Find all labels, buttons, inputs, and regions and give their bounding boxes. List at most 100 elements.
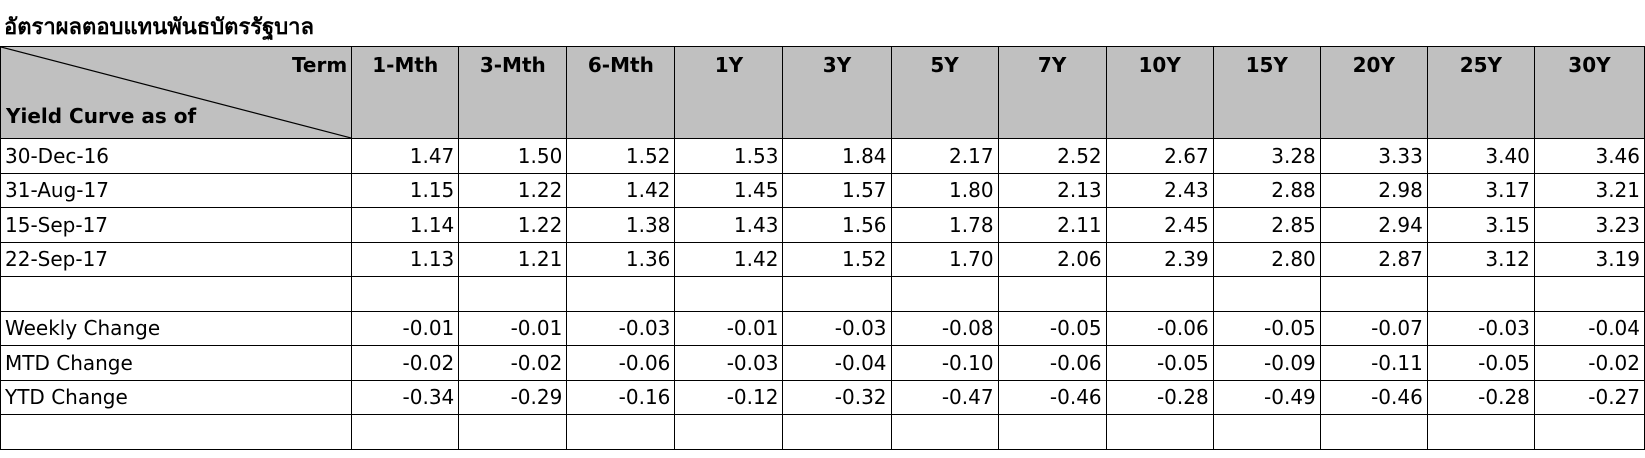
yield-cell: [351, 414, 460, 450]
yield-cell: -0.10: [890, 345, 999, 381]
yield-cell: 2.87: [1319, 241, 1428, 277]
row-label: 31-Aug-17: [0, 172, 353, 208]
yield-cell: 3.19: [1533, 241, 1645, 277]
yield-cell: [674, 414, 784, 450]
yield-cell: 3.33: [1319, 138, 1428, 174]
yield-cell: -0.04: [1533, 310, 1645, 346]
yield-curve-table: Term Yield Curve as of 1-Mth 3-Mth 6-Mth…: [0, 46, 1645, 450]
column-header: 20Y: [1319, 46, 1428, 139]
yield-cell: 1.36: [566, 241, 676, 277]
yield-cell: -0.08: [890, 310, 999, 346]
column-header: 3Y: [782, 46, 892, 139]
yield-cell: -0.34: [351, 379, 460, 415]
yield-cell: -0.29: [458, 379, 568, 415]
row-label: 15-Sep-17: [0, 207, 353, 243]
yield-cell: -0.07: [1319, 310, 1428, 346]
yield-cell: 3.28: [1212, 138, 1321, 174]
yield-cell: 1.45: [674, 172, 784, 208]
row-label: [0, 414, 353, 450]
yield-cell: 1.57: [782, 172, 892, 208]
yield-cell: 3.23: [1533, 207, 1645, 243]
yield-cell: 2.13: [997, 172, 1107, 208]
yield-cell: [782, 276, 892, 312]
yield-cell: 1.53: [674, 138, 784, 174]
yield-cell: -0.05: [1426, 345, 1535, 381]
yield-cell: 3.46: [1533, 138, 1645, 174]
yield-cell: [1319, 414, 1428, 450]
yield-cell: -0.03: [782, 310, 892, 346]
yield-cell: 2.85: [1212, 207, 1321, 243]
table-row: [0, 276, 1645, 312]
yield-cell: 1.13: [351, 241, 460, 277]
table-row: MTD Change -0.02 -0.02 -0.06 -0.03 -0.04 -0.10…: [0, 345, 1645, 381]
yield-cell: 1.52: [782, 241, 892, 277]
yield-cell: -0.49: [1212, 379, 1321, 415]
yield-cell: [782, 414, 892, 450]
table-row: 15-Sep-17 1.14 1.22 1.38 1.43 1.56 1.78 2.11 2.4…: [0, 207, 1645, 243]
table-body: 30-Dec-16 1.47 1.50 1.52 1.53 1.84 2.17 2.52 2.6…: [0, 138, 1645, 450]
yield-cell: 2.43: [1105, 172, 1214, 208]
row-label: YTD Change: [0, 379, 353, 415]
yield-cell: -0.01: [351, 310, 460, 346]
yield-cell: [351, 276, 460, 312]
yield-cell: 1.47: [351, 138, 460, 174]
yield-cell: 3.17: [1426, 172, 1535, 208]
row-label: Weekly Change: [0, 310, 353, 346]
table-title: อัตราผลตอบแทนพันธบัตรรัฐบาล: [4, 15, 315, 40]
yield-cell: 1.56: [782, 207, 892, 243]
yield-cell: 2.88: [1212, 172, 1321, 208]
yield-cell: [1533, 276, 1645, 312]
yield-cell: 3.12: [1426, 241, 1535, 277]
yield-cell: 1.84: [782, 138, 892, 174]
column-header: 7Y: [997, 46, 1107, 139]
yield-cell: 1.22: [458, 172, 568, 208]
yield-cell: -0.46: [1319, 379, 1428, 415]
column-header: 1Y: [674, 46, 784, 139]
yield-cell: -0.02: [351, 345, 460, 381]
yield-cell: 2.39: [1105, 241, 1214, 277]
yield-cell: 1.14: [351, 207, 460, 243]
yield-cell: [566, 414, 676, 450]
yield-cell: -0.06: [1105, 310, 1214, 346]
yield-cell: 1.43: [674, 207, 784, 243]
yield-cell: 1.21: [458, 241, 568, 277]
yield-cell: [1105, 414, 1214, 450]
yield-cell: [890, 414, 999, 450]
column-header: 25Y: [1426, 46, 1535, 139]
yield-cell: 2.52: [997, 138, 1107, 174]
yield-cell: 1.22: [458, 207, 568, 243]
column-header: 6-Mth: [566, 46, 676, 139]
yield-cell: [674, 276, 784, 312]
yield-cell: [458, 276, 568, 312]
yield-cell: -0.46: [997, 379, 1107, 415]
yield-cell: [1105, 276, 1214, 312]
yield-cell: -0.16: [566, 379, 676, 415]
yield-cell: -0.28: [1426, 379, 1535, 415]
column-header: 1-Mth: [351, 46, 460, 139]
yield-cell: -0.05: [997, 310, 1107, 346]
yield-cell: -0.03: [674, 345, 784, 381]
table-row: YTD Change -0.34 -0.29 -0.16 -0.12 -0.32 -0.47…: [0, 379, 1645, 415]
yield-cell: [1212, 276, 1321, 312]
yield-cell: 2.80: [1212, 241, 1321, 277]
table-row: 30-Dec-16 1.47 1.50 1.52 1.53 1.84 2.17 2.52 2.6…: [0, 138, 1645, 174]
yield-cell: [1426, 414, 1535, 450]
row-label: 22-Sep-17: [0, 241, 353, 277]
yield-cell: -0.27: [1533, 379, 1645, 415]
yield-cell: -0.03: [566, 310, 676, 346]
yield-cell: 3.15: [1426, 207, 1535, 243]
yield-cell: [1533, 414, 1645, 450]
term-label: Term: [291, 53, 348, 77]
yield-cell: -0.32: [782, 379, 892, 415]
column-header: 30Y: [1533, 46, 1645, 139]
yield-cell: -0.06: [997, 345, 1107, 381]
yield-cell: -0.02: [458, 345, 568, 381]
yield-cell: [997, 414, 1107, 450]
yield-cell: 1.42: [674, 241, 784, 277]
yield-cell: -0.47: [890, 379, 999, 415]
row-label: MTD Change: [0, 345, 353, 381]
yield-cell: -0.28: [1105, 379, 1214, 415]
yield-cell: 3.40: [1426, 138, 1535, 174]
yield-cell: -0.01: [674, 310, 784, 346]
yield-cell: -0.01: [458, 310, 568, 346]
